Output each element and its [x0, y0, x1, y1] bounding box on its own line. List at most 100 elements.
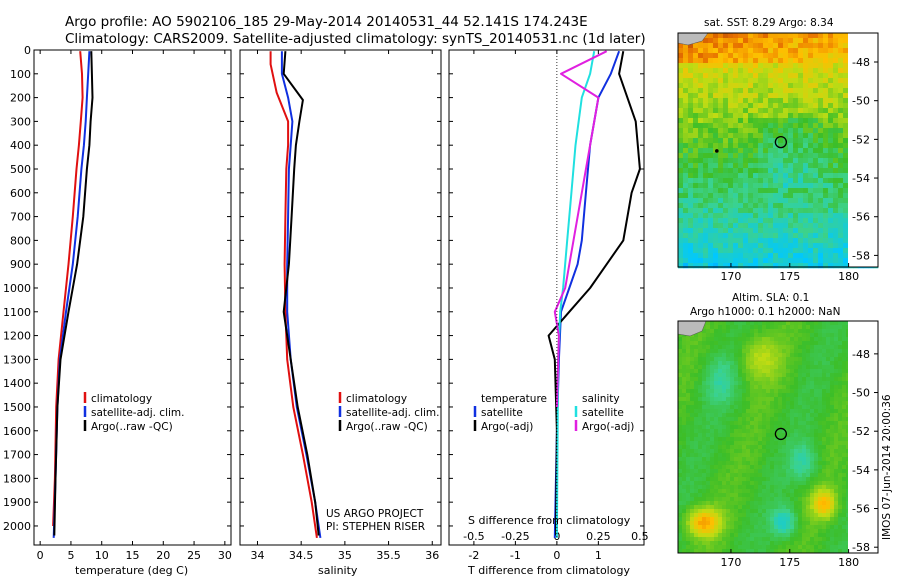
temperature-xlabel: temperature (deg C) — [75, 564, 188, 577]
temperature-panel: 0100200300400500600700800900100011001200… — [3, 44, 232, 562]
t-difference-xlabel: T difference from climatology — [467, 564, 630, 577]
series-line — [269, 51, 318, 539]
project-pi: PI: STEPHEN RISER — [326, 521, 425, 533]
y-tick-label: 600 — [10, 187, 31, 200]
x-tick-label: 35.5 — [376, 549, 401, 562]
map-lat-tick-label: -54 — [852, 172, 870, 185]
legend-label: Argo(-adj) — [582, 421, 634, 433]
y-tick-label: 700 — [10, 211, 31, 224]
y-tick-label: 1100 — [3, 306, 31, 319]
legend-label: Argo(-adj) — [481, 421, 533, 433]
project-name: US ARGO PROJECT — [326, 508, 424, 520]
map-lon-tick-label: 180 — [838, 556, 859, 569]
imos-timestamp: IMOS 07-Jun-2014 20:00:36 — [881, 394, 893, 540]
y-tick-label: 2000 — [3, 520, 31, 533]
x-tick-label: 10 — [95, 549, 109, 562]
x-tick-label: 5 — [67, 549, 74, 562]
y-tick-label: 800 — [10, 234, 31, 247]
x-tick-label: -1 — [510, 549, 521, 562]
map-lon-tick-label: 170 — [720, 270, 741, 283]
legend-title-salinity: salinity — [582, 393, 620, 405]
map-lat-tick-label: -56 — [852, 211, 870, 224]
map-blank-margin — [848, 321, 878, 553]
sla-map-frame — [677, 320, 879, 554]
sla-map: 170 175 180 -48 -50 -52 -54 -56 -58 — [677, 320, 879, 569]
y-tick-label: 1400 — [3, 377, 31, 390]
series-line — [53, 51, 94, 536]
map-blank-margin — [848, 33, 878, 267]
y-tick-label: 300 — [10, 115, 31, 128]
x-tick-label: 0 — [553, 549, 560, 562]
y-tick-label: 900 — [10, 258, 31, 271]
legend-label: satellite — [582, 407, 624, 419]
map-lat-tick-label: -56 — [852, 503, 870, 516]
x2-tick-label: 0.25 — [586, 530, 611, 543]
map-lon-tick-label: 180 — [838, 270, 859, 283]
x-tick-label: 35 — [338, 549, 352, 562]
y-tick-label: 0 — [24, 44, 31, 57]
x-tick-label: 25 — [187, 549, 201, 562]
salinity-legend: climatology satellite-adj. clim. Argo(..… — [338, 392, 439, 433]
map-lat-tick-label: -48 — [852, 56, 870, 69]
x-tick-label: 34 — [250, 549, 264, 562]
sla-map-title2: Argo h1000: 0.1 h2000: NaN — [690, 306, 840, 318]
x2-tick-label: -0.5 — [463, 530, 484, 543]
salinity-xlabel: salinity — [318, 564, 358, 577]
series-line — [553, 50, 621, 538]
map-lat-tick-label: -58 — [852, 541, 870, 554]
island-marker — [715, 149, 719, 153]
y-tick-label: 100 — [10, 68, 31, 81]
salinity-panel: 34 34.5 35 35.5 36 — [240, 49, 441, 562]
x-tick-label: 0 — [37, 549, 44, 562]
legend-label: satellite-adj. clim. — [346, 407, 439, 419]
difference-panel-frame — [448, 49, 645, 546]
temperature-panel-frame — [33, 49, 232, 546]
x-tick-label: 34.5 — [289, 549, 314, 562]
y-tick-label: 1600 — [3, 425, 31, 438]
series-line — [547, 51, 641, 536]
salinity-panel-frame — [239, 49, 442, 546]
legend-label: climatology — [346, 393, 407, 405]
float-position-marker — [774, 427, 788, 441]
y-tick-label: 1200 — [3, 330, 31, 343]
legend-label: Argo(..raw -QC) — [91, 421, 173, 433]
sst-map: 170 175 180 -48 -50 -52 -54 -56 -58 — [677, 32, 879, 283]
map-lon-tick-label: 170 — [720, 556, 741, 569]
x2-tick-label: -0.25 — [501, 530, 529, 543]
y-tick-label: 1000 — [3, 282, 31, 295]
series-line — [52, 51, 84, 527]
x-tick-label: 15 — [126, 549, 140, 562]
x2-tick-label: 0.5 — [631, 530, 649, 543]
x-tick-label: 1 — [595, 549, 602, 562]
sla-map-title1: Altim. SLA: 0.1 — [732, 292, 809, 304]
map-lat-tick-label: -54 — [852, 464, 870, 477]
difference-panel: -2 -1 0 1-0.5 -0.25 0 0.25 0.5 — [449, 49, 649, 562]
y-tick-label: 400 — [10, 139, 31, 152]
legend-label: climatology — [91, 393, 152, 405]
y-tick-label: 1800 — [3, 472, 31, 485]
title-line2: Climatology: CARS2009. Satellite-adjuste… — [65, 31, 646, 47]
y-tick-label: 1900 — [3, 496, 31, 509]
legend-label: Argo(..raw -QC) — [346, 421, 428, 433]
x-tick-label: -2 — [468, 549, 479, 562]
sst-map-title: sat. SST: 8.29 Argo: 8.34 — [704, 17, 834, 29]
y-tick-label: 1700 — [3, 449, 31, 462]
temperature-legend: climatology satellite-adj. clim. Argo(..… — [83, 392, 184, 433]
map-lon-tick-label: 175 — [779, 556, 800, 569]
sst-map-frame — [677, 32, 879, 268]
legend-label: satellite-adj. clim. — [91, 407, 184, 419]
title-line1: Argo profile: AO 5902106_185 29-May-2014… — [65, 14, 588, 30]
y-tick-label: 1500 — [3, 401, 31, 414]
legend-title-temperature: temperature — [481, 393, 547, 405]
map-lat-tick-label: -50 — [852, 387, 870, 400]
x-tick-label: 30 — [218, 549, 232, 562]
map-lat-tick-label: -58 — [852, 249, 870, 262]
x-tick-label: 20 — [156, 549, 170, 562]
x-tick-label: 36 — [425, 549, 439, 562]
legend-label: satellite — [481, 407, 523, 419]
map-lon-tick-label: 175 — [779, 270, 800, 283]
map-lat-tick-label: -52 — [852, 425, 870, 438]
map-lat-tick-label: -48 — [852, 348, 870, 361]
y-tick-label: 1300 — [3, 353, 31, 366]
